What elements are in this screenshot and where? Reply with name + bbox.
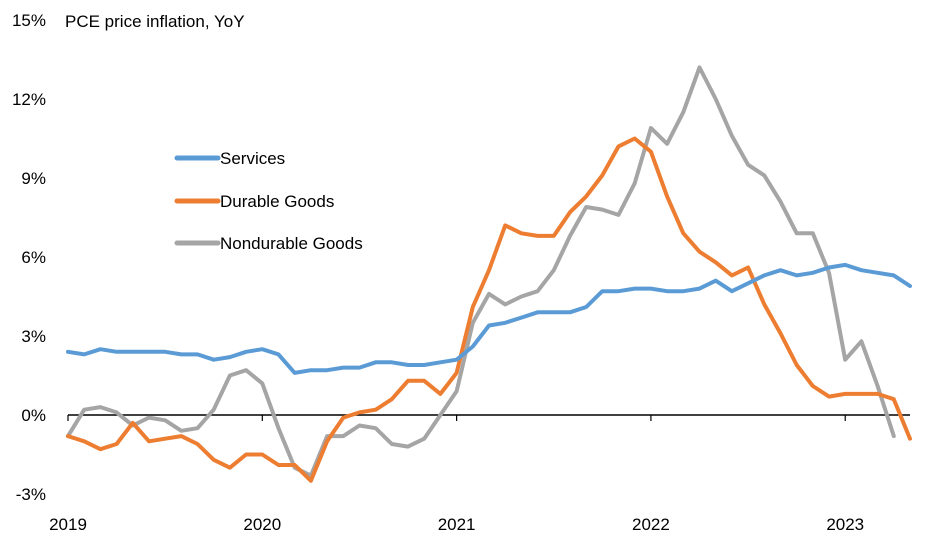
legend-label-durable-goods: Durable Goods (220, 192, 334, 211)
y-axis-tick-labels: 15% 12% 9% 6% 3% 0% -3% (12, 11, 46, 504)
x-axis-ticks (67, 415, 846, 421)
chart-title: PCE price inflation, YoY (65, 12, 245, 31)
legend: Services Durable Goods Nondurable Goods (174, 149, 363, 253)
y-tick-label: 9% (21, 169, 46, 188)
x-tick-label: 2019 (49, 515, 87, 534)
x-axis-tick-labels: 2019 2020 2021 2022 2023 (49, 515, 864, 534)
x-tick-label: 2020 (243, 515, 281, 534)
y-tick-label: 0% (21, 406, 46, 425)
legend-label-services: Services (220, 149, 285, 168)
y-tick-label: 15% (12, 11, 46, 30)
x-tick-label: 2022 (632, 515, 670, 534)
legend-label-nondurable-goods: Nondurable Goods (220, 234, 363, 253)
x-tick-label: 2021 (438, 515, 476, 534)
x-tick-label: 2023 (826, 515, 864, 534)
y-tick-label: 6% (21, 248, 46, 267)
y-tick-label: 3% (21, 327, 46, 346)
series-line-services (66, 262, 912, 375)
y-tick-label: 12% (12, 90, 46, 109)
y-tick-label: -3% (16, 485, 46, 504)
series-line-nondurable-goods (66, 65, 896, 478)
series-lines (66, 65, 912, 483)
series-line-durable-goods (66, 136, 912, 483)
